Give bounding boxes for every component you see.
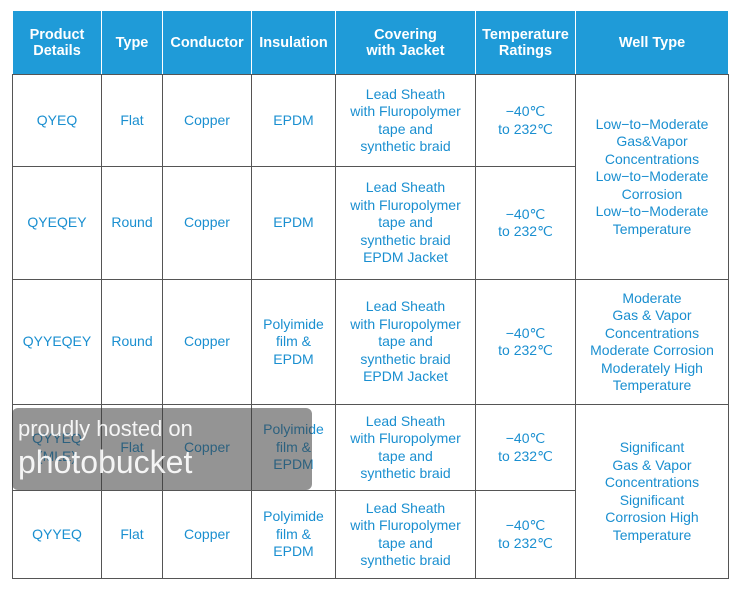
table-cell: QYEQ — [12, 74, 102, 167]
table-cell: Lead Sheath with Fluropolymer tape and s… — [335, 166, 476, 280]
well-type-cell: Low−to−Moderate Gas&Vapor Concentrations… — [575, 74, 729, 280]
table-cell: Lead Sheath with Fluropolymer tape and s… — [335, 74, 476, 167]
table-cell: Lead Sheath with Fluropolymer tape and s… — [335, 279, 476, 405]
table-cell: −40℃ to 232℃ — [475, 490, 576, 579]
table-cell: Copper — [162, 166, 252, 280]
table-cell: EPDM — [251, 166, 336, 280]
table-cell: QYEQEY — [12, 166, 102, 280]
table-cell: Flat — [101, 74, 163, 167]
table-cell: QYYEQ — [12, 490, 102, 579]
table-cell: Polyimide film & EPDM — [251, 490, 336, 579]
header-cell: Covering with Jacket — [335, 10, 476, 75]
header-cell: Conductor — [162, 10, 252, 75]
header-cell: Temperature Ratings — [475, 10, 576, 75]
watermark: proudly hosted on photobucket — [12, 408, 312, 490]
watermark-line: photobucket — [18, 444, 193, 480]
table-cell: −40℃ to 232℃ — [475, 404, 576, 491]
table-cell: QYYEQEY — [12, 279, 102, 405]
well-type-cell: Significant Gas & Vapor Concentrations S… — [575, 404, 729, 579]
table-cell: −40℃ to 232℃ — [475, 279, 576, 405]
table-cell: Lead Sheath with Fluropolymer tape and s… — [335, 404, 476, 491]
header-cell: Insulation — [251, 10, 336, 75]
table-cell: Lead Sheath with Fluropolymer tape and s… — [335, 490, 476, 579]
table-cell: Flat — [101, 490, 163, 579]
table-cell: Polyimide film & EPDM — [251, 279, 336, 405]
table-cell: −40℃ to 232℃ — [475, 74, 576, 167]
header-cell: Product Details — [12, 10, 102, 75]
header-cell: Type — [101, 10, 163, 75]
header-cell: Well Type — [575, 10, 729, 75]
well-type-cell: Moderate Gas & Vapor Concentrations Mode… — [575, 279, 729, 405]
table-cell: Round — [101, 279, 163, 405]
watermark-line: proudly hosted on — [18, 416, 193, 441]
table-cell: EPDM — [251, 74, 336, 167]
table-cell: Copper — [162, 74, 252, 167]
table-cell: Copper — [162, 279, 252, 405]
table-cell: −40℃ to 232℃ — [475, 166, 576, 280]
table-cell: Copper — [162, 490, 252, 579]
table-cell: Round — [101, 166, 163, 280]
